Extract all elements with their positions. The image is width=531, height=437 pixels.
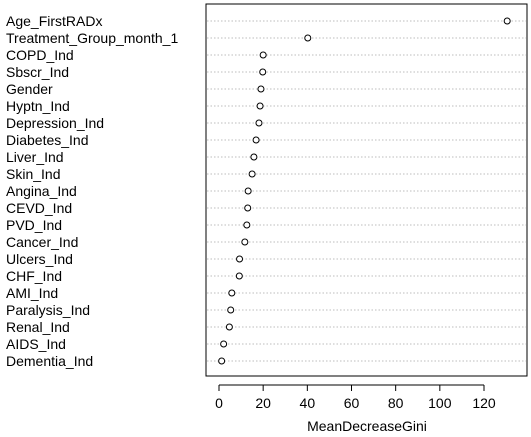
category-label: Liver_Ind [6,149,64,165]
data-point [236,255,244,263]
category-label: Skin_Ind [6,166,60,182]
data-point [227,306,235,314]
data-point [252,136,260,144]
data-point [255,119,263,127]
data-point [257,85,265,93]
category-label: CEVD_Ind [6,200,72,216]
data-point [259,68,267,76]
category-labels: Age_FirstRADxTreatment_Group_month_1COPD… [6,13,178,369]
category-label: Diabetes_Ind [6,132,89,148]
category-label: Ulcers_Ind [6,251,73,267]
category-label: Dementia_Ind [6,353,93,369]
data-point [218,357,226,365]
data-point [241,238,249,246]
category-label: AIDS_Ind [6,336,66,352]
category-label: Paralysis_Ind [6,302,90,318]
data-point [243,221,251,229]
data-points [218,17,511,365]
data-point [225,323,233,331]
x-axis-title: MeanDecreaseGini [307,418,427,434]
data-point [503,17,511,25]
x-tick-label: 60 [344,395,360,411]
x-tick-label: 100 [428,395,452,411]
data-point [248,170,256,178]
x-tick-label: 0 [215,395,223,411]
category-label: Depression_Ind [6,115,104,131]
data-point [235,272,243,280]
category-label: AMI_Ind [6,285,58,301]
data-point [304,34,312,42]
x-tick-label: 120 [472,395,496,411]
category-label: Renal_Ind [6,319,70,335]
data-point [259,51,267,59]
category-label: Age_FirstRADx [6,13,102,29]
data-point [256,102,264,110]
category-label: Cancer_Ind [6,234,78,250]
data-point [228,289,236,297]
category-label: Hyptn_Ind [6,98,70,114]
x-axis: 0 20 40 60 80 100 120 [215,384,496,411]
data-point [244,187,252,195]
category-label: Sbscr_Ind [6,64,69,80]
gridlines [207,20,526,362]
category-label: COPD_Ind [6,47,74,63]
category-label: Gender [6,81,53,97]
x-tick-label: 80 [388,395,404,411]
category-label: PVD_Ind [6,217,62,233]
x-tick-label: 40 [300,395,316,411]
category-label: Angina_Ind [6,183,77,199]
x-tick-label: 20 [255,395,271,411]
category-label: Treatment_Group_month_1 [6,30,178,46]
category-label: CHF_Ind [6,268,62,284]
plot-frame [205,3,528,377]
data-point [220,340,228,348]
data-point [250,153,258,161]
data-point [244,204,252,212]
